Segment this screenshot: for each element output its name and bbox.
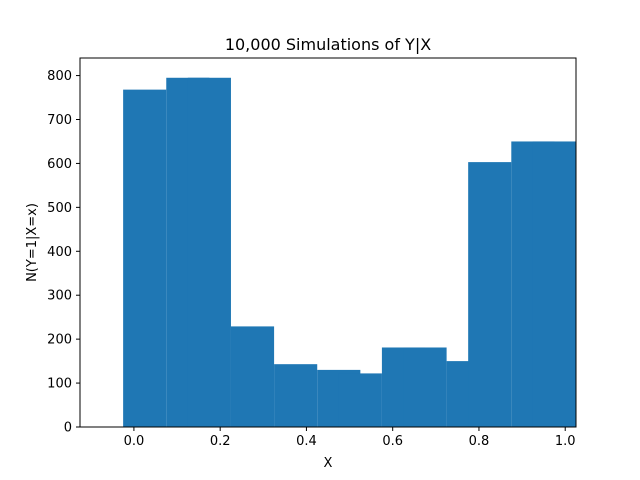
x-tick-label: 0.2: [210, 434, 231, 449]
bar: [403, 347, 447, 427]
x-ticks: 0.0 0.2 0.4 0.6 0.8 1.0: [124, 427, 576, 449]
y-tick-label: 800: [47, 69, 72, 84]
x-axis-label: X: [324, 456, 333, 471]
y-tick-label: 500: [47, 201, 72, 216]
bars: [123, 77, 576, 428]
x-tick-label: 0.0: [124, 434, 145, 449]
x-tick-label: 1.0: [555, 434, 576, 449]
bar: [338, 373, 382, 427]
axes-frame: [79, 57, 577, 428]
x-tick-label: 0.6: [382, 434, 403, 449]
bar: [230, 326, 275, 427]
y-tick-label: 300: [47, 289, 72, 304]
y-ticks: 0 100 200 300 400 500 600 700 800: [47, 69, 80, 436]
y-tick-label: 0: [64, 421, 72, 436]
y-axis-label: N(Y=1|X=x): [25, 203, 40, 282]
bar: [187, 77, 231, 428]
bar: [123, 89, 167, 427]
x-tick-label: 0.8: [469, 434, 490, 449]
bar: [274, 364, 318, 427]
y-tick-label: 200: [47, 333, 72, 348]
y-tick-label: 600: [47, 157, 72, 172]
bar: [532, 141, 576, 427]
y-tick-label: 400: [47, 245, 72, 260]
chart-title: 10,000 Simulations of Y|X: [225, 35, 431, 54]
x-tick-label: 0.4: [296, 434, 317, 449]
y-tick-label: 100: [47, 377, 72, 392]
y-tick-label: 700: [47, 113, 72, 128]
bar: [468, 162, 512, 428]
